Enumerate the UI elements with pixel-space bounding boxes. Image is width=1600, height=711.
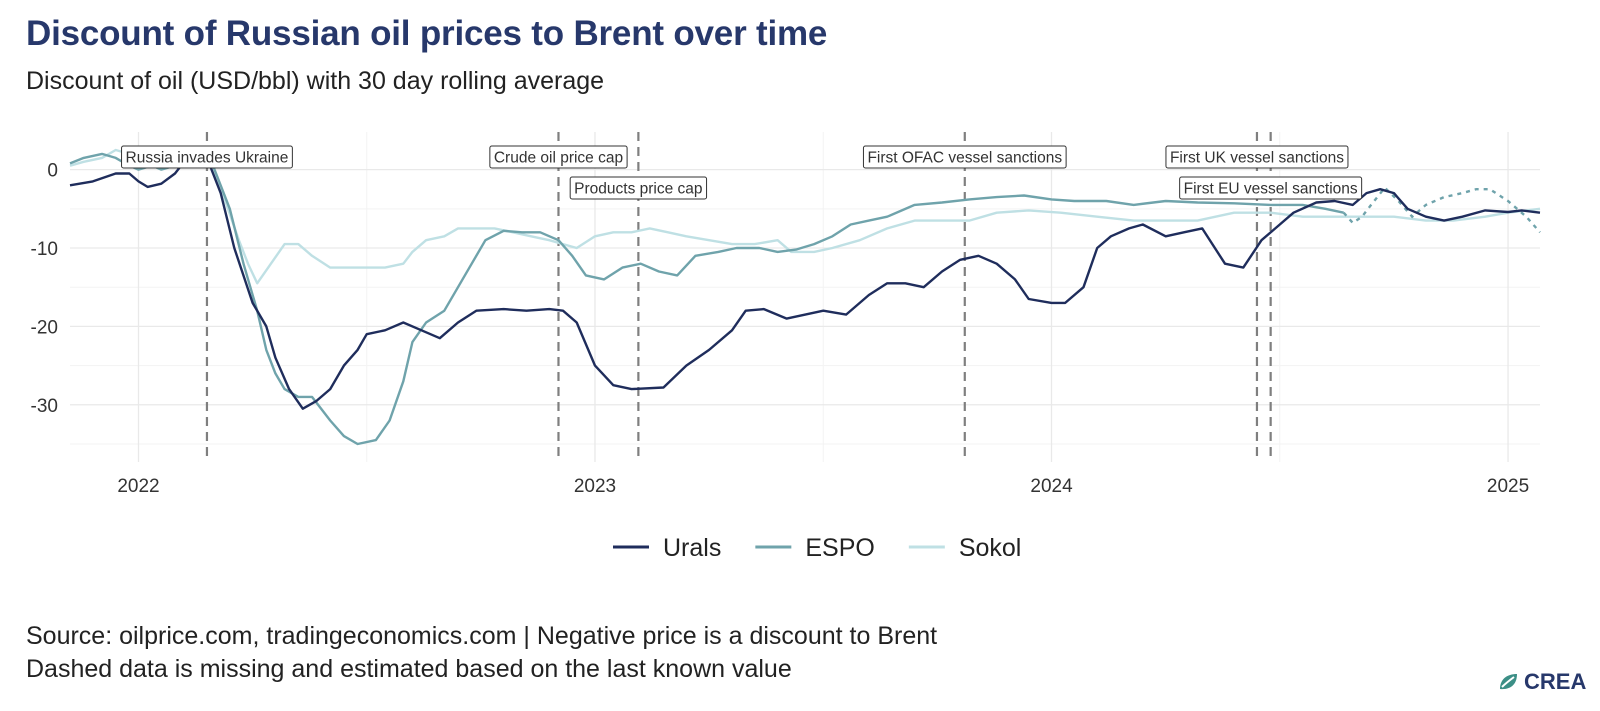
axis-tick-labels: 0 -10 -20 -30 2022 2023 2024 2025 — [31, 161, 1530, 497]
legend-label: Urals — [663, 534, 721, 562]
crea-leaf-icon — [1500, 674, 1517, 690]
event-annotation: First OFAC vessel sanctions — [862, 145, 1067, 169]
legend: Urals ESPO Sokol — [613, 534, 1021, 562]
event-annotation-box — [121, 145, 293, 169]
event-annotation-label: Russia invades Ukraine — [126, 150, 289, 167]
event-lines — [205, 132, 1272, 462]
line-chart: 0 -10 -20 -30 2022 2023 2024 2025 Russia invade… — [31, 132, 1541, 562]
event-annotation: Crude oil price cap — [489, 145, 628, 169]
event-annotation-label: Crude oil price cap — [494, 150, 623, 167]
event-annotation: Russia invades Ukraine — [121, 145, 293, 169]
series-line-urals — [69, 152, 1541, 410]
grid-lines — [70, 132, 1540, 462]
event-annotation: Products price cap — [569, 176, 708, 200]
legend-item-sokol: Sokol — [908, 534, 1022, 562]
y-tick-label: 0 — [47, 161, 58, 182]
legend-item-espo: ESPO — [755, 534, 875, 562]
event-annotation: First UK vessel sanctions — [1165, 145, 1349, 169]
event-annotation-box — [862, 145, 1067, 169]
y-tick-label: -20 — [31, 317, 58, 338]
source-caption: Source: oilprice.com, tradingeconomics.c… — [26, 622, 938, 650]
x-tick-label: 2023 — [574, 476, 616, 497]
event-annotation-label: First UK vessel sanctions — [1170, 150, 1344, 167]
series-line-espo — [69, 152, 1344, 446]
x-tick-label: 2024 — [1030, 476, 1073, 497]
event-annotation-label: First EU vessel sanctions — [1184, 181, 1358, 198]
x-tick-label: 2025 — [1487, 476, 1529, 497]
event-annotation-box — [569, 176, 708, 200]
y-tick-label: -30 — [31, 396, 58, 417]
legend-label: ESPO — [805, 534, 874, 562]
y-tick-label: -10 — [31, 239, 58, 260]
legend-label: Sokol — [959, 534, 1022, 562]
event-annotations: Russia invades Ukraine Crude oil price ca… — [121, 145, 1363, 200]
x-tick-label: 2022 — [117, 476, 159, 497]
event-annotation-box — [489, 145, 628, 169]
series-line-espo-estimated — [1342, 185, 1541, 234]
event-annotation-box — [1165, 145, 1349, 169]
crea-logo: CREA — [1497, 669, 1586, 695]
legend-item-urals: Urals — [613, 534, 721, 562]
event-annotation-label: Products price cap — [574, 181, 702, 198]
series-lines — [69, 148, 1541, 446]
event-annotation-box — [1179, 176, 1363, 200]
chart-title: Discount of Russian oil prices to Brent … — [26, 14, 828, 53]
estimation-note: Dashed data is missing and estimated bas… — [26, 655, 792, 683]
logo-text: CREA — [1524, 669, 1587, 694]
event-annotation-label: First OFAC vessel sanctions — [867, 150, 1062, 167]
event-annotation: First EU vessel sanctions — [1179, 176, 1363, 200]
chart-subtitle: Discount of oil (USD/bbl) with 30 day ro… — [26, 67, 605, 95]
